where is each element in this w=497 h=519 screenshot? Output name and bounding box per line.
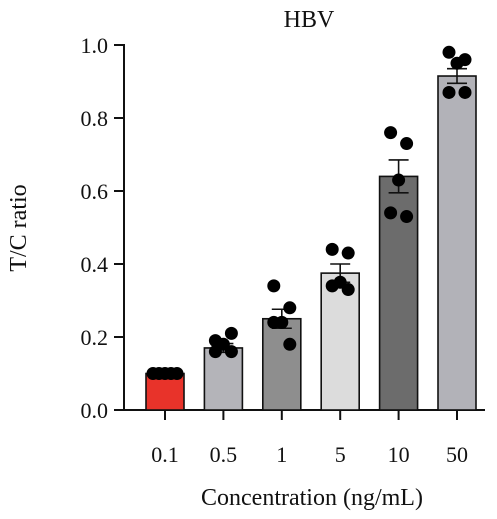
- data-point: [170, 367, 184, 380]
- x-axis: 0.1 0.5 1 5 10 50: [123, 409, 485, 467]
- data-point: [384, 206, 398, 220]
- x-tick-label: 0.5: [210, 442, 238, 467]
- x-tick-label: 5: [335, 442, 346, 467]
- data-point: [442, 45, 456, 59]
- data-point: [400, 137, 414, 151]
- bar-50: [437, 75, 477, 411]
- x-tick-label: 50: [446, 442, 468, 467]
- data-point: [267, 279, 281, 293]
- x-axis-title: Concentration (ng/mL): [201, 485, 423, 511]
- data-point: [400, 210, 414, 224]
- bar-5: [320, 272, 361, 411]
- data-point: [442, 85, 456, 99]
- data-point: [392, 173, 406, 187]
- y-axis: 0.0 0.2 0.4 0.6 0.8 1.0: [81, 33, 125, 423]
- data-point: [283, 337, 297, 351]
- data-point: [341, 246, 355, 260]
- x-tick-label: 10: [388, 442, 410, 467]
- data-point: [325, 242, 339, 256]
- x-tick-label: 1: [276, 442, 287, 467]
- data-point: [267, 315, 281, 329]
- data-point: [341, 283, 355, 297]
- y-tick-label: 0.6: [81, 179, 109, 204]
- y-tick-label: 0.8: [81, 106, 109, 131]
- x-tick-label: 0.1: [151, 442, 179, 467]
- data-points: [146, 45, 472, 380]
- data-point: [224, 345, 238, 359]
- y-axis-title: T/C ratio: [6, 184, 32, 271]
- y-tick-label: 0.2: [81, 325, 109, 350]
- data-point: [384, 126, 398, 140]
- data-point: [450, 56, 464, 70]
- data-point: [325, 279, 339, 293]
- data-point: [224, 326, 238, 340]
- y-tick-label: 0.4: [81, 252, 109, 277]
- bar-1: [261, 317, 302, 411]
- data-point: [283, 301, 297, 315]
- bars: [145, 75, 477, 411]
- data-point: [208, 345, 222, 359]
- y-tick-label: 0.0: [81, 398, 109, 423]
- bar-0.5: [203, 347, 244, 411]
- chart-title: HBV: [284, 7, 335, 33]
- data-point: [458, 85, 472, 99]
- y-tick-label: 1.0: [81, 33, 109, 58]
